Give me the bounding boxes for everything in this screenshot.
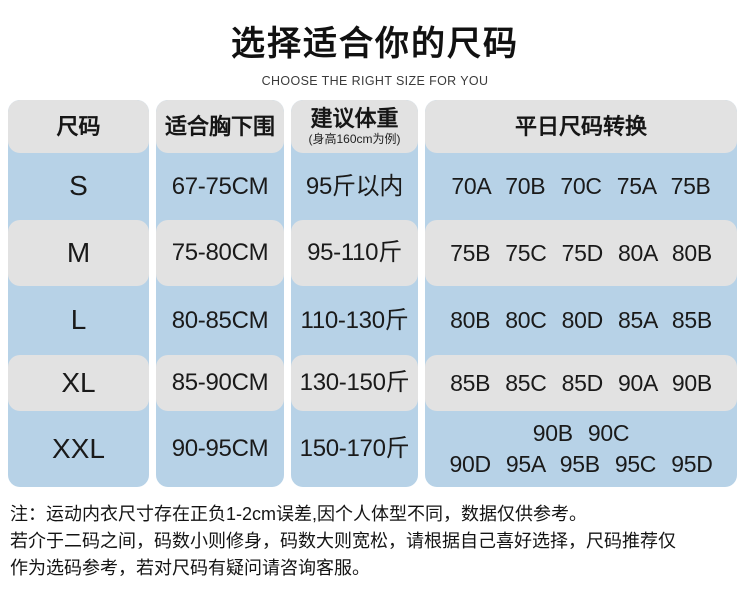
column-weight: 建议体重 (身高160cm为例) 95斤以内 95-110斤 110-130斤 … xyxy=(291,100,418,487)
cell-conv-xl: 85B 85C 85D 90A 90B xyxy=(425,355,737,411)
cell-weight-xxl: 150-170斤 xyxy=(299,435,410,463)
cell-conv-l: 80B 80C 80D 85A 85B xyxy=(450,307,712,334)
cell-bust-xl: 85-90CM xyxy=(156,355,284,411)
footnote-line-3: 作为选码参考，若对尺码有疑问请咨询客服。 xyxy=(10,558,370,578)
footnote-line-2: 若介于二码之间，码数小则修身，码数大则宽松，请根据自己喜好选择，尺码推荐仅 xyxy=(10,531,676,551)
page-subtitle: CHOOSE THE RIGHT SIZE FOR YOU xyxy=(261,73,489,88)
cell-size-xl: XL xyxy=(8,355,149,411)
column-conversion: 平日尺码转换 70A 70B 70C 75A 75B 75B 75C 75D 8… xyxy=(425,100,737,487)
cell-weight-s: 95斤以内 xyxy=(305,172,404,200)
cell-weight-l: 110-130斤 xyxy=(300,306,409,334)
header-label: 适合胸下围 xyxy=(164,113,275,139)
cell-bust-m: 75-80CM xyxy=(156,220,284,286)
header-label: 尺码 xyxy=(56,113,101,139)
column-size: 尺码 S M L XL XXL xyxy=(8,100,149,487)
footnotes: 注：运动内衣尺寸存在正负1-2cm误差,因个人体型不同，数据仅供参考。 若介于二… xyxy=(10,501,740,582)
header-cell-size: 尺码 xyxy=(8,100,149,153)
cell-weight-xl: 130-150斤 xyxy=(291,355,418,411)
header-label: 平日尺码转换 xyxy=(514,113,647,139)
conv-xxl-line1: 90B 90C xyxy=(532,420,630,446)
cell-size-s: S xyxy=(69,170,88,202)
cell-size-l: L xyxy=(70,304,87,336)
header-label: 建议体重 xyxy=(310,106,399,132)
cell-conv-m: 75B 75C 75D 80A 80B xyxy=(425,220,737,286)
size-table: 尺码 S M L XL XXL 适合胸下围 67-75CM 75-80CM 80… xyxy=(8,100,737,487)
cell-bust-l: 80-85CM xyxy=(171,306,269,334)
cell-bust-xxl: 90-95CM xyxy=(171,435,269,463)
footnote-line-1: 注：运动内衣尺寸存在正负1-2cm误差,因个人体型不同，数据仅供参考。 xyxy=(10,504,588,524)
conv-xxl-line2: 90D 95A 95B 95C 95D xyxy=(449,451,713,477)
cell-conv-s: 70A 70B 70C 75A 75B xyxy=(451,173,711,200)
page-title: 选择适合你的尺码 xyxy=(231,25,519,63)
cell-weight-m: 95-110斤 xyxy=(291,220,418,286)
header-cell-weight: 建议体重 (身高160cm为例) xyxy=(291,100,418,153)
header-cell-conversion: 平日尺码转换 xyxy=(425,100,737,153)
header-sublabel: (身高160cm为例) xyxy=(308,131,401,146)
size-guide-page: 选择适合你的尺码 CHOOSE THE RIGHT SIZE FOR YOU 尺… xyxy=(0,16,750,582)
cell-conv-xxl: 90B 90C 90D 95A 95B 95C 95D xyxy=(425,411,737,487)
column-underbust: 适合胸下围 67-75CM 75-80CM 80-85CM 85-90CM 90… xyxy=(156,100,284,487)
cell-bust-s: 67-75CM xyxy=(171,172,269,200)
cell-size-xxl: XXL xyxy=(52,432,105,464)
header-cell-underbust: 适合胸下围 xyxy=(156,100,284,153)
cell-size-m: M xyxy=(8,220,149,286)
